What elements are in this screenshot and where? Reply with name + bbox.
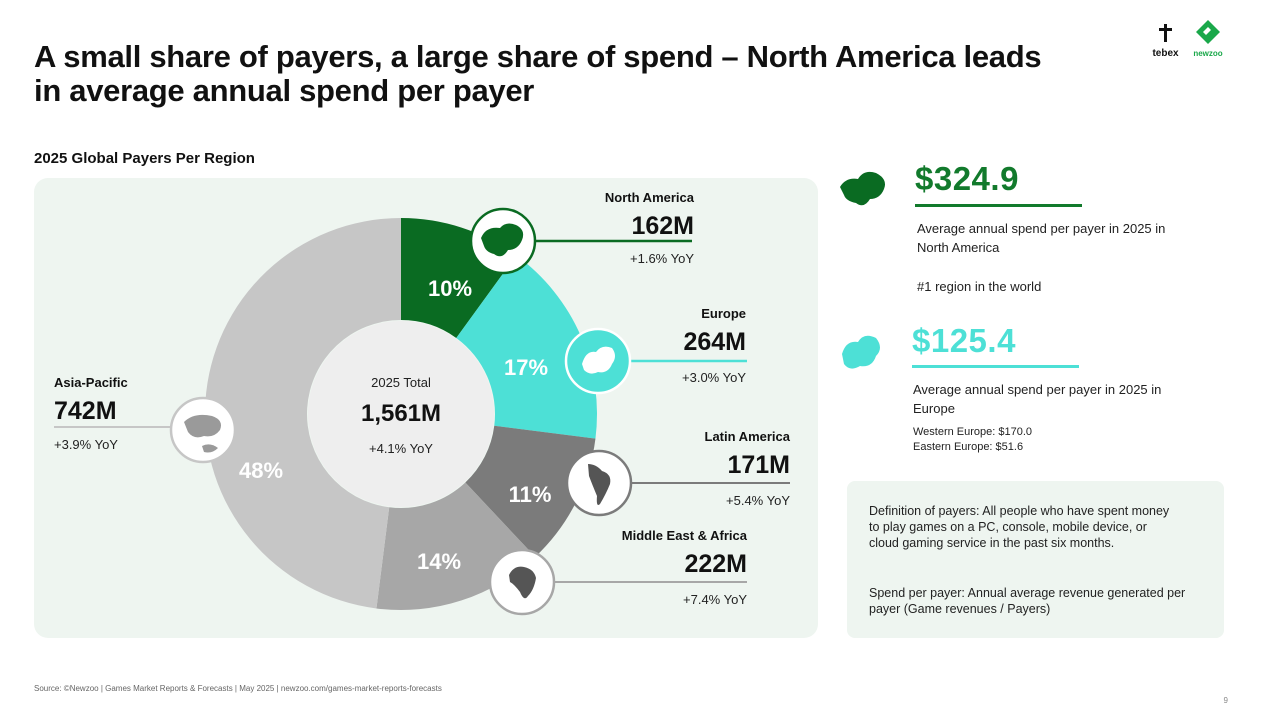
- region-yoy-asia-pacific: +3.9% YoY: [54, 437, 118, 452]
- region-payers-asia-pacific: 742M: [54, 397, 117, 425]
- payers-definition: Definition of payers: All people who hav…: [869, 504, 1170, 550]
- north-america-spend-value: $324.9: [915, 160, 1019, 197]
- latin-america-map-icon: [565, 449, 633, 517]
- center-total: 1,561M: [361, 400, 441, 427]
- share-label-latin-america: 11%: [509, 482, 552, 507]
- page-number: 9: [1223, 696, 1228, 705]
- eastern-europe-spend: Eastern Europe: $51.6: [913, 441, 1024, 453]
- africa-map-icon: [488, 548, 556, 616]
- asia-pacific-map-icon: [169, 396, 237, 464]
- donut-chart: 2025 Total 1,561M +4.1% YoY 10% 17% 11% …: [54, 190, 791, 616]
- region-yoy-north-america: +1.6% YoY: [630, 251, 694, 266]
- region-payers-north-america: 162M: [631, 212, 694, 240]
- chart-subtitle: 2025 Global Payers Per Region: [34, 150, 255, 167]
- region-name-middle-east-africa: Middle East & Africa: [622, 528, 748, 543]
- region-yoy-europe: +3.0% YoY: [682, 370, 746, 385]
- region-name-north-america: North America: [605, 190, 695, 205]
- europe-spend-desc: Average annual spend per payer in 2025 i…: [913, 382, 1162, 416]
- north-america-rank-note: #1 region in the world: [917, 279, 1042, 294]
- center-label: 2025 Total: [371, 375, 431, 390]
- europe-stat-underline: [912, 365, 1079, 368]
- newzoo-wordmark: newzoo: [1193, 49, 1222, 58]
- source-footer: Source: ©Newzoo | Games Market Reports &…: [34, 684, 442, 693]
- tebex-logo: tebex: [1152, 24, 1179, 59]
- north-america-map-icon: [469, 207, 537, 275]
- brand-logos: tebex newzoo: [1150, 18, 1230, 64]
- definitions-box: [847, 481, 1224, 638]
- slice-latin-america: [465, 425, 596, 557]
- newzoo-logo: newzoo: [1193, 20, 1223, 58]
- share-label-asia-pacific: 48%: [239, 458, 283, 483]
- europe-spend-value: $125.4: [912, 322, 1016, 359]
- slice-asia-pacific: [204, 217, 401, 609]
- region-name-europe: Europe: [701, 306, 746, 321]
- tebex-wordmark: tebex: [1152, 48, 1179, 59]
- region-payers-latin-america: 171M: [727, 451, 790, 479]
- page-title: A small share of payers, a large share o…: [34, 39, 1042, 108]
- north-america-spend-desc: Average annual spend per payer in 2025 i…: [917, 221, 1166, 255]
- western-europe-spend: Western Europe: $170.0: [913, 426, 1033, 438]
- north-america-stat-map-icon: [840, 171, 885, 206]
- north-america-stat-underline: [915, 204, 1082, 207]
- europe-map-icon: [564, 327, 632, 395]
- region-payers-europe: 264M: [683, 328, 746, 356]
- region-payers-middle-east-africa: 222M: [684, 550, 747, 578]
- slice-europe: [456, 255, 597, 439]
- share-label-north-america: 10%: [428, 276, 472, 301]
- region-yoy-middle-east-africa: +7.4% YoY: [683, 592, 747, 607]
- region-name-latin-america: Latin America: [705, 429, 791, 444]
- spend-definition: Spend per payer: Annual average revenue …: [869, 586, 1186, 616]
- region-name-asia-pacific: Asia-Pacific: [54, 375, 128, 390]
- share-label-europe: 17%: [504, 355, 548, 380]
- share-label-middle-east-africa: 14%: [417, 549, 461, 574]
- europe-stat-map-icon: [842, 335, 880, 369]
- region-yoy-latin-america: +5.4% YoY: [726, 493, 790, 508]
- donut-center: [308, 321, 494, 507]
- center-yoy: +4.1% YoY: [369, 441, 433, 456]
